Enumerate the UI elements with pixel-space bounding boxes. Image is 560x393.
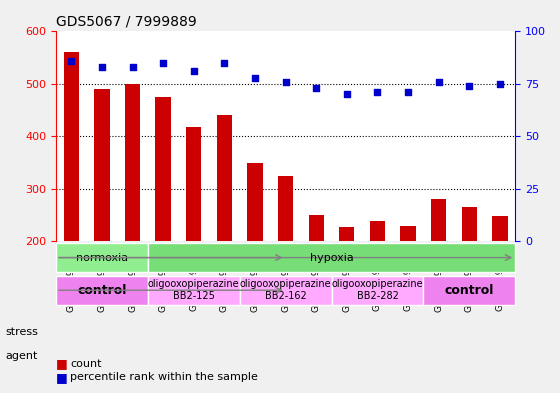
Text: oligooxopiperazine
BB2-125: oligooxopiperazine BB2-125 <box>148 279 240 301</box>
Bar <box>64 52 79 346</box>
Bar <box>278 176 293 346</box>
Text: normoxia: normoxia <box>76 253 128 263</box>
Text: control: control <box>77 284 127 297</box>
Point <box>342 91 351 97</box>
Bar <box>94 89 110 346</box>
Bar <box>217 116 232 346</box>
FancyBboxPatch shape <box>148 243 515 272</box>
Bar <box>370 221 385 346</box>
FancyBboxPatch shape <box>332 275 423 305</box>
Text: oligooxopiperazine
BB2-282: oligooxopiperazine BB2-282 <box>332 279 423 301</box>
Point <box>158 60 167 66</box>
Text: control: control <box>445 284 494 297</box>
Bar <box>309 215 324 346</box>
Bar <box>431 199 446 346</box>
Point <box>250 74 259 81</box>
FancyBboxPatch shape <box>148 275 240 305</box>
Bar <box>339 227 354 346</box>
Point <box>281 79 290 85</box>
Point <box>312 85 321 91</box>
Text: oligooxopiperazine
BB2-162: oligooxopiperazine BB2-162 <box>240 279 332 301</box>
FancyBboxPatch shape <box>56 243 148 272</box>
Bar <box>400 226 416 346</box>
Point <box>67 58 76 64</box>
Bar <box>248 163 263 346</box>
FancyBboxPatch shape <box>240 275 332 305</box>
Point <box>373 89 382 95</box>
Bar <box>461 207 477 346</box>
FancyBboxPatch shape <box>423 275 515 305</box>
Text: hypoxia: hypoxia <box>310 253 353 263</box>
Text: stress: stress <box>6 327 39 337</box>
Bar <box>186 127 202 346</box>
Point <box>97 64 106 70</box>
Bar <box>492 216 507 346</box>
FancyBboxPatch shape <box>56 275 148 305</box>
Point <box>128 64 137 70</box>
Text: ■: ■ <box>56 371 68 384</box>
Point <box>434 79 443 85</box>
Point <box>189 68 198 74</box>
Text: percentile rank within the sample: percentile rank within the sample <box>70 372 258 382</box>
Text: count: count <box>70 358 101 369</box>
Point <box>496 81 505 87</box>
Text: ■: ■ <box>56 357 68 370</box>
Bar <box>125 84 140 346</box>
Point <box>465 83 474 89</box>
Bar <box>156 97 171 346</box>
Point <box>404 89 413 95</box>
Text: agent: agent <box>6 351 38 362</box>
Text: GDS5067 / 7999889: GDS5067 / 7999889 <box>56 15 197 29</box>
Point <box>220 60 229 66</box>
